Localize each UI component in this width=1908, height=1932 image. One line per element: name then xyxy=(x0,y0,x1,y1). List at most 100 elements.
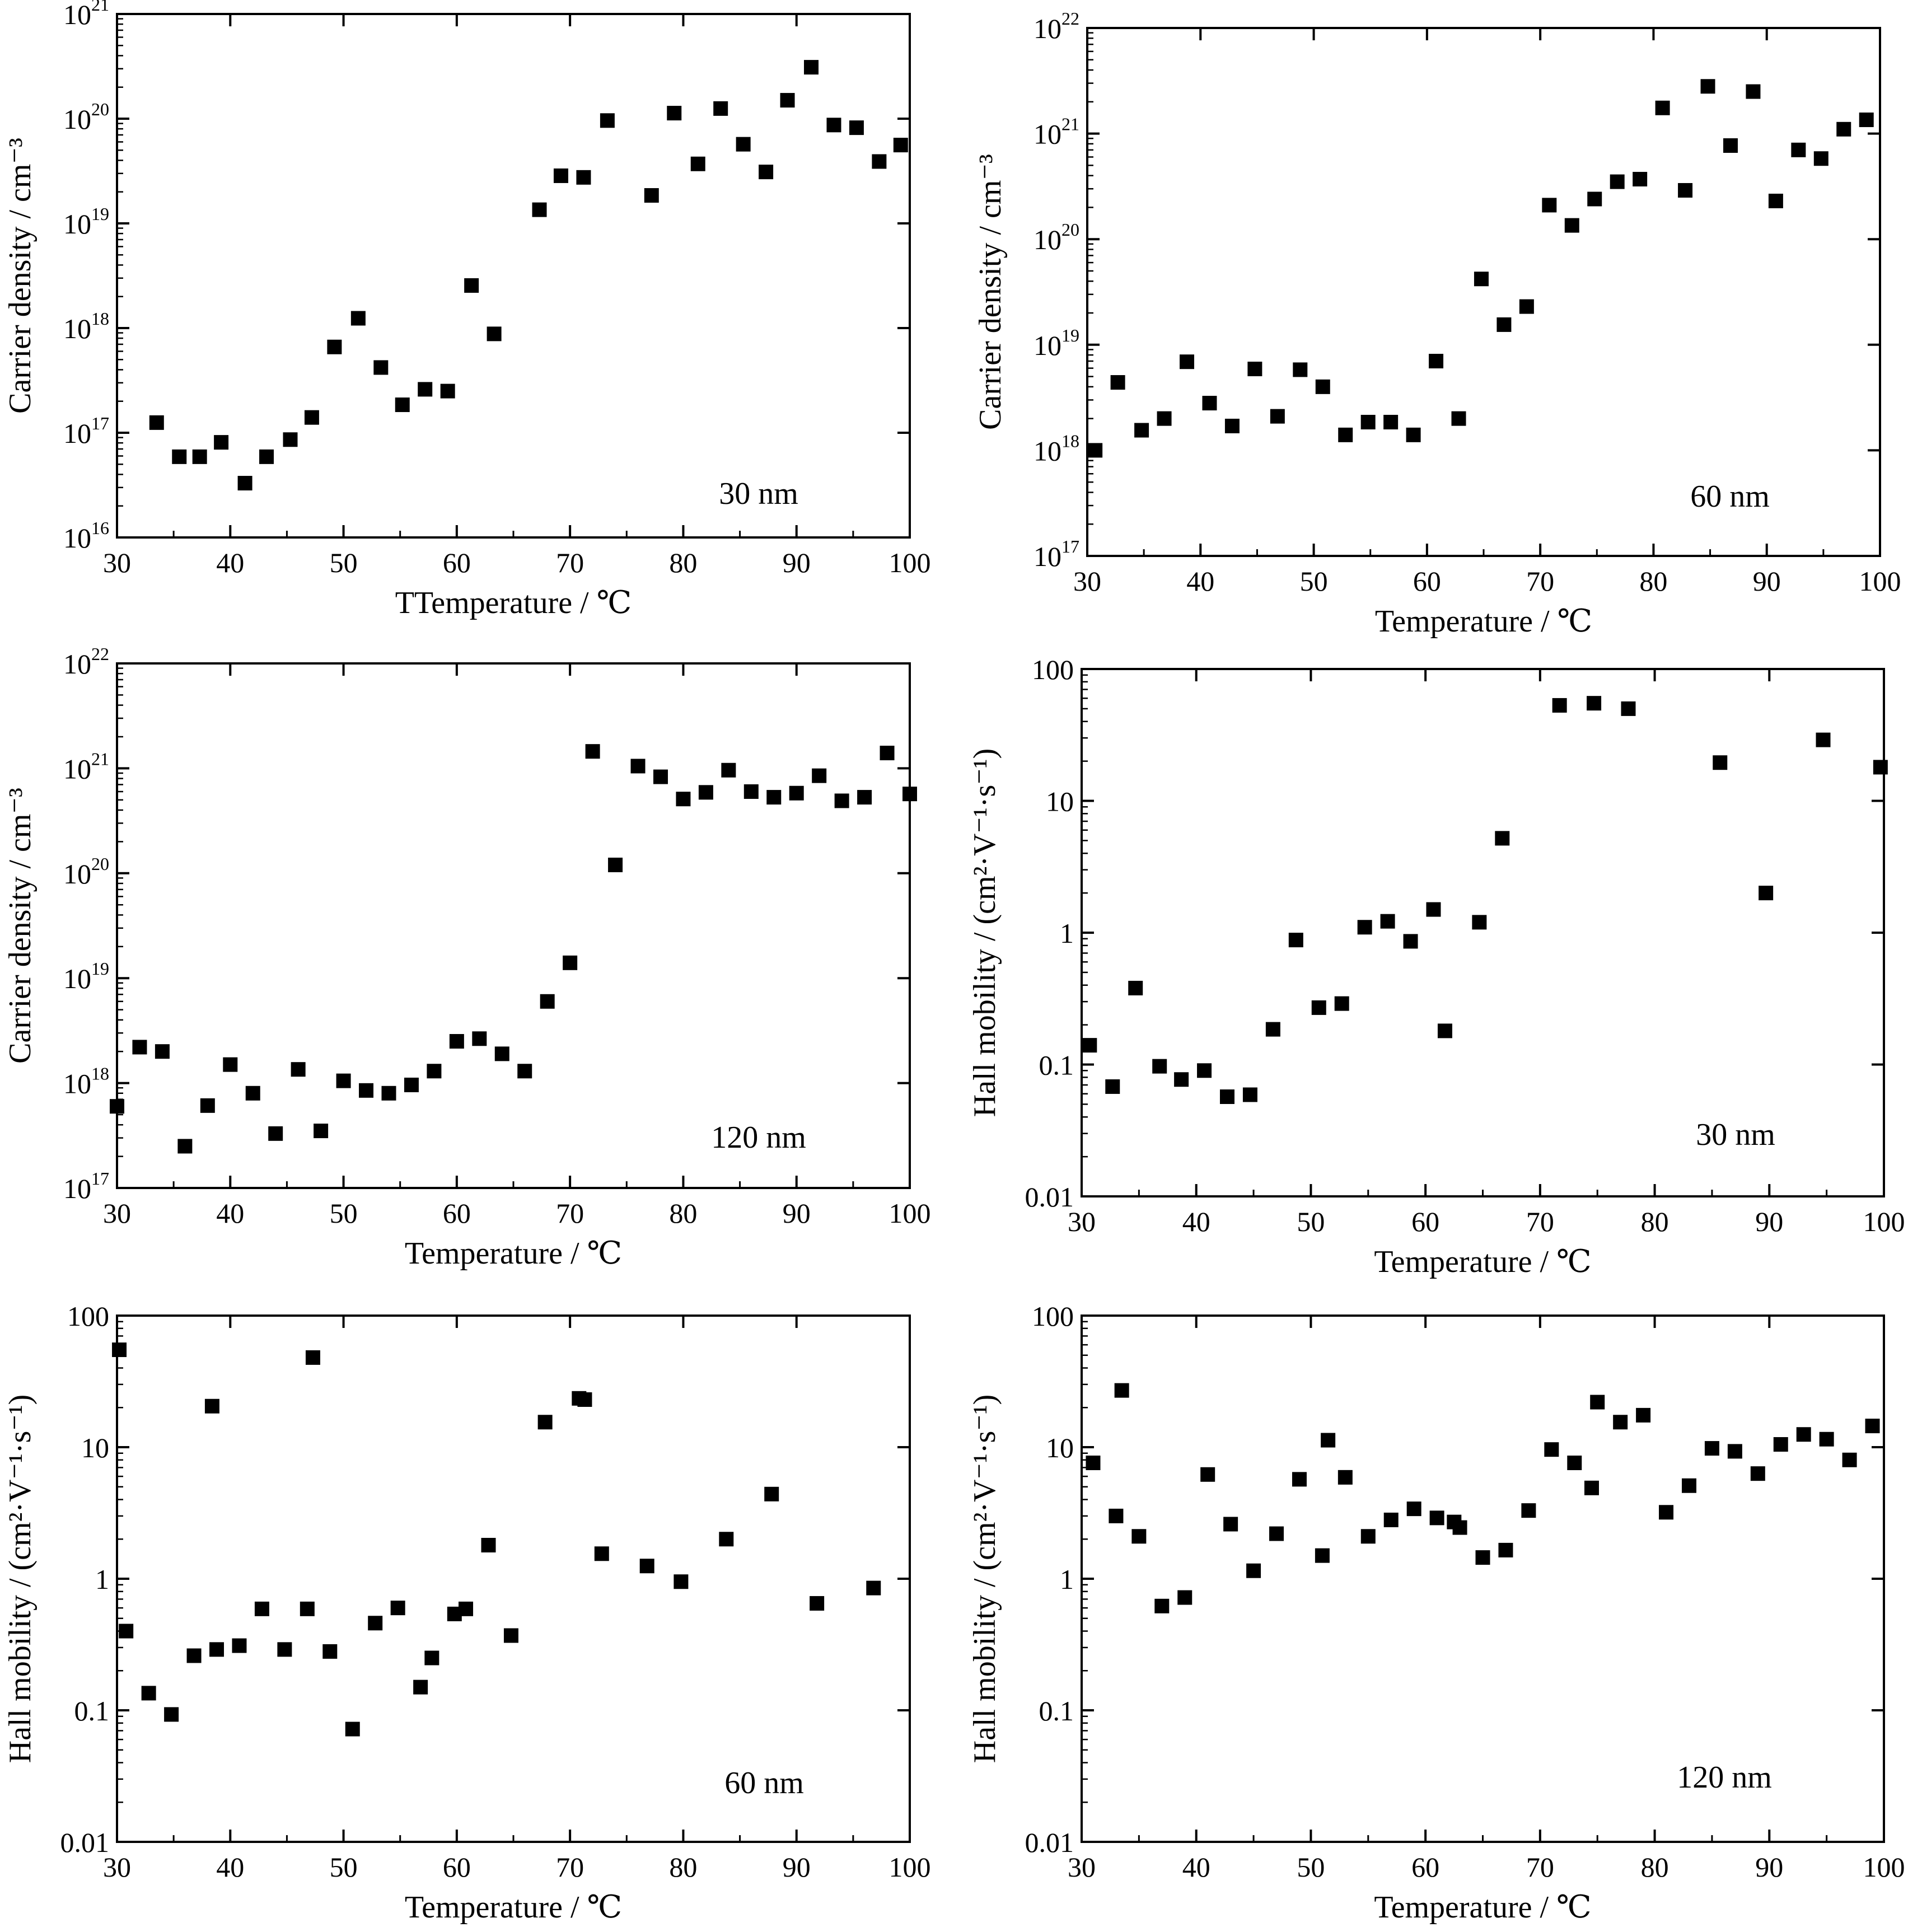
data-point xyxy=(1773,1437,1788,1452)
y-tick-exponent: 19 xyxy=(91,958,109,979)
y-tick-label: 1019 xyxy=(63,204,109,240)
y-tick-label: 1020 xyxy=(1034,219,1079,255)
y-tick-label: 1 xyxy=(95,1564,109,1595)
y-tick-base: 10 xyxy=(63,858,91,890)
y-tick-label: 1022 xyxy=(63,644,109,680)
y-tick-label: 1018 xyxy=(1034,431,1079,466)
y-tick-base: 10 xyxy=(63,1068,91,1100)
data-point xyxy=(1587,191,1602,207)
x-tick-label: 30 xyxy=(103,1851,131,1883)
y-tick-label: 1021 xyxy=(63,749,109,784)
data-point xyxy=(1406,1501,1421,1517)
y-tick-base: 1 xyxy=(95,1564,109,1595)
data-point xyxy=(1590,1395,1605,1410)
data-point xyxy=(1567,1456,1582,1471)
y-tick-label: 0.1 xyxy=(74,1695,110,1727)
data-point xyxy=(390,1601,405,1616)
data-point xyxy=(594,1546,609,1561)
x-tick-label: 40 xyxy=(1186,565,1214,597)
data-point xyxy=(300,1601,315,1616)
data-point xyxy=(1357,920,1372,935)
data-point xyxy=(1836,121,1851,137)
data-point xyxy=(413,1680,428,1695)
data-point xyxy=(1311,1000,1326,1015)
data-point xyxy=(427,1064,442,1079)
y-tick-exponent: 18 xyxy=(91,308,109,329)
data-point xyxy=(1842,1452,1857,1467)
x-tick-label: 30 xyxy=(1068,1206,1096,1237)
data-point xyxy=(812,768,827,783)
data-point xyxy=(268,1126,283,1141)
data-point xyxy=(1723,138,1738,153)
data-point xyxy=(537,1415,553,1430)
data-point xyxy=(1610,174,1625,189)
data-point xyxy=(277,1642,292,1657)
x-tick-label: 60 xyxy=(1413,565,1441,597)
data-point xyxy=(1406,427,1421,442)
data-point xyxy=(1451,411,1466,426)
data-point xyxy=(1521,1503,1536,1518)
data-point xyxy=(676,792,691,807)
data-point xyxy=(849,120,864,135)
data-point xyxy=(1564,218,1579,233)
y-tick-label: 1 xyxy=(1060,918,1074,949)
data-point xyxy=(259,449,274,464)
data-point xyxy=(314,1124,329,1139)
data-point xyxy=(698,785,713,800)
y-tick-base: 10 xyxy=(1034,224,1061,255)
x-tick-label: 70 xyxy=(1526,565,1554,597)
data-point xyxy=(1519,299,1534,314)
y-tick-label: 1021 xyxy=(1034,114,1079,150)
data-point xyxy=(214,435,229,450)
y-tick-label: 0.01 xyxy=(1025,1827,1074,1858)
data-point xyxy=(893,138,908,153)
y-tick-base: 10 xyxy=(63,208,91,240)
data-point xyxy=(304,410,319,425)
data-point xyxy=(1338,427,1353,442)
data-point xyxy=(780,93,795,108)
x-tick-label: 60 xyxy=(1411,1851,1439,1883)
data-point xyxy=(1791,142,1806,157)
data-point xyxy=(764,1486,779,1501)
y-tick-base: 10 xyxy=(1034,330,1061,361)
data-point xyxy=(359,1083,374,1098)
x-tick-label: 100 xyxy=(1863,1851,1905,1883)
x-tick-label: 80 xyxy=(669,547,697,578)
y-tick-exponent: 20 xyxy=(1061,219,1079,240)
data-point xyxy=(1426,902,1441,917)
x-tick-label: 70 xyxy=(556,547,584,578)
data-point xyxy=(810,1596,825,1611)
data-point xyxy=(283,432,298,447)
data-point xyxy=(481,1538,496,1553)
x-tick-label: 90 xyxy=(1755,1851,1783,1883)
data-point xyxy=(736,137,751,152)
data-point xyxy=(132,1040,147,1055)
chart-panel-4: 30 40 50 60 70 80 90 100 0.01 0.1 1 10 100 Temperatur… xyxy=(967,654,1905,1279)
data-point xyxy=(1472,915,1487,930)
data-point xyxy=(1816,732,1831,747)
y-tick-base: 10 xyxy=(63,522,91,554)
y-tick-base: 1 xyxy=(1060,1564,1074,1595)
data-point xyxy=(149,415,164,430)
x-tick-label: 40 xyxy=(216,1197,244,1229)
data-point xyxy=(1613,1415,1628,1430)
data-point xyxy=(789,785,804,801)
data-point xyxy=(232,1638,247,1653)
data-point xyxy=(1865,1419,1880,1434)
data-point xyxy=(1154,1598,1170,1613)
y-tick-base: 10 xyxy=(1034,435,1061,466)
plot-frame xyxy=(116,1314,911,1843)
data-point xyxy=(644,188,659,203)
data-point xyxy=(1114,1383,1129,1398)
y-tick-base: 10 xyxy=(63,963,91,994)
x-tick-label: 90 xyxy=(783,1851,811,1883)
x-axis-title: TTemperature / ℃ xyxy=(395,586,632,620)
y-tick-label: 0.01 xyxy=(60,1827,110,1858)
data-point xyxy=(1110,375,1125,390)
x-tick-label: 60 xyxy=(1411,1206,1439,1237)
y-tick-base: 10 xyxy=(63,313,91,344)
data-point xyxy=(563,955,578,970)
y-axis-title: Carrier density / cm⁻³ xyxy=(973,154,1008,430)
data-point xyxy=(1704,1441,1719,1456)
data-point xyxy=(1429,354,1444,369)
